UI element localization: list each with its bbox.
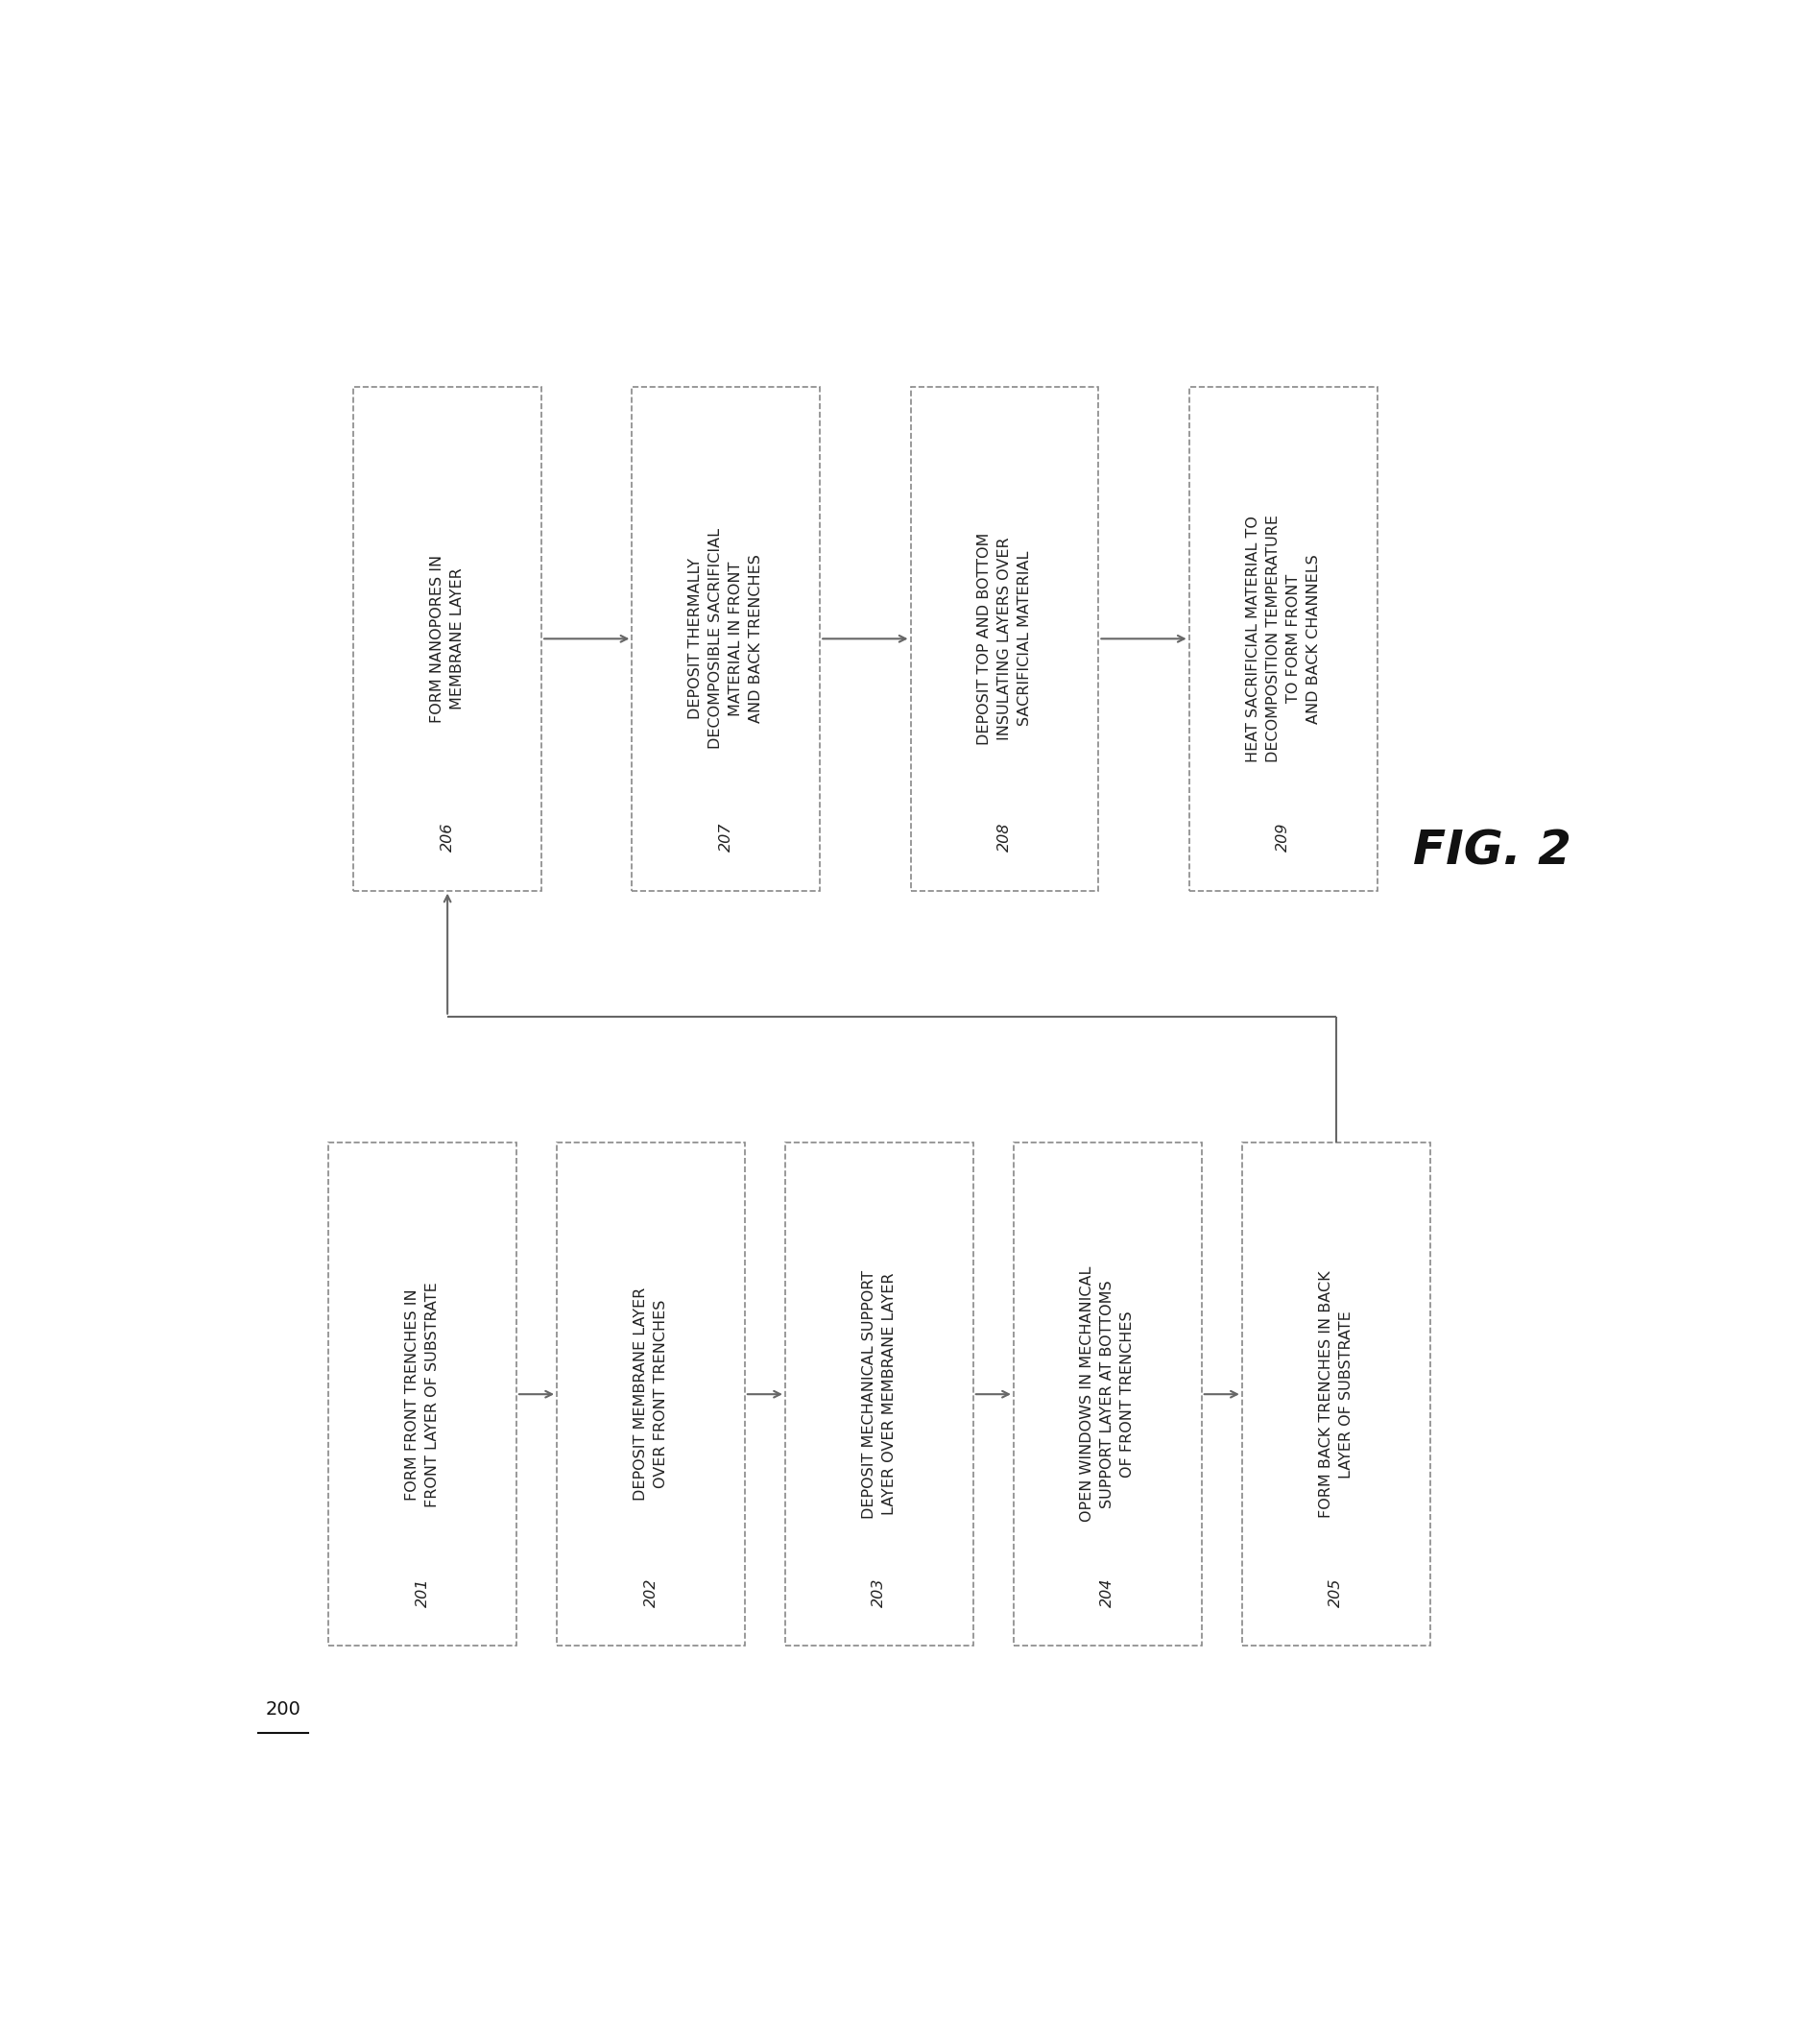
FancyBboxPatch shape xyxy=(1190,386,1377,891)
Text: 202: 202 xyxy=(643,1578,658,1607)
FancyBboxPatch shape xyxy=(1242,1143,1430,1645)
Text: 207: 207 xyxy=(719,822,733,850)
Text: 208: 208 xyxy=(997,822,1012,850)
FancyBboxPatch shape xyxy=(785,1143,974,1645)
Text: FIG. 2: FIG. 2 xyxy=(1412,828,1571,875)
Text: DEPOSIT MECHANICAL SUPPORT
LAYER OVER MEMBRANE LAYER: DEPOSIT MECHANICAL SUPPORT LAYER OVER ME… xyxy=(863,1269,897,1519)
Text: FORM BACK TRENCHES IN BACK
LAYER OF SUBSTRATE: FORM BACK TRENCHES IN BACK LAYER OF SUBS… xyxy=(1319,1271,1353,1519)
Text: 201: 201 xyxy=(415,1578,429,1607)
FancyBboxPatch shape xyxy=(1014,1143,1202,1645)
FancyBboxPatch shape xyxy=(633,386,819,891)
FancyBboxPatch shape xyxy=(557,1143,744,1645)
FancyBboxPatch shape xyxy=(354,386,541,891)
FancyBboxPatch shape xyxy=(911,386,1098,891)
Text: DEPOSIT MEMBRANE LAYER
OVER FRONT TRENCHES: DEPOSIT MEMBRANE LAYER OVER FRONT TRENCH… xyxy=(634,1288,668,1500)
Text: FORM FRONT TRENCHES IN
FRONT LAYER OF SUBSTRATE: FORM FRONT TRENCHES IN FRONT LAYER OF SU… xyxy=(404,1282,440,1506)
Text: 203: 203 xyxy=(872,1578,886,1607)
Text: 200: 200 xyxy=(266,1701,300,1719)
Text: 204: 204 xyxy=(1100,1578,1114,1607)
Text: HEAT SACRIFICIAL MATERIAL TO
DECOMPOSITION TEMPERATURE
TO FORM FRONT
AND BACK CH: HEAT SACRIFICIAL MATERIAL TO DECOMPOSITI… xyxy=(1245,515,1321,762)
Text: DEPOSIT TOP AND BOTTOM
INSULATING LAYERS OVER
SACRIFICIAL MATERIAL: DEPOSIT TOP AND BOTTOM INSULATING LAYERS… xyxy=(978,533,1031,744)
Text: OPEN WINDOWS IN MECHANICAL
SUPPORT LAYER AT BOTTOMS
OF FRONT TRENCHES: OPEN WINDOWS IN MECHANICAL SUPPORT LAYER… xyxy=(1080,1267,1136,1523)
Text: 206: 206 xyxy=(440,822,455,850)
FancyBboxPatch shape xyxy=(329,1143,516,1645)
Text: 209: 209 xyxy=(1276,822,1290,850)
Text: 205: 205 xyxy=(1328,1578,1342,1607)
Text: DEPOSIT THERMALLY
DECOMPOSIBLE SACRIFICIAL
MATERIAL IN FRONT
AND BACK TRENCHES: DEPOSIT THERMALLY DECOMPOSIBLE SACRIFICI… xyxy=(688,527,764,750)
Text: FORM NANOPORES IN
MEMBRANE LAYER: FORM NANOPORES IN MEMBRANE LAYER xyxy=(429,554,465,724)
